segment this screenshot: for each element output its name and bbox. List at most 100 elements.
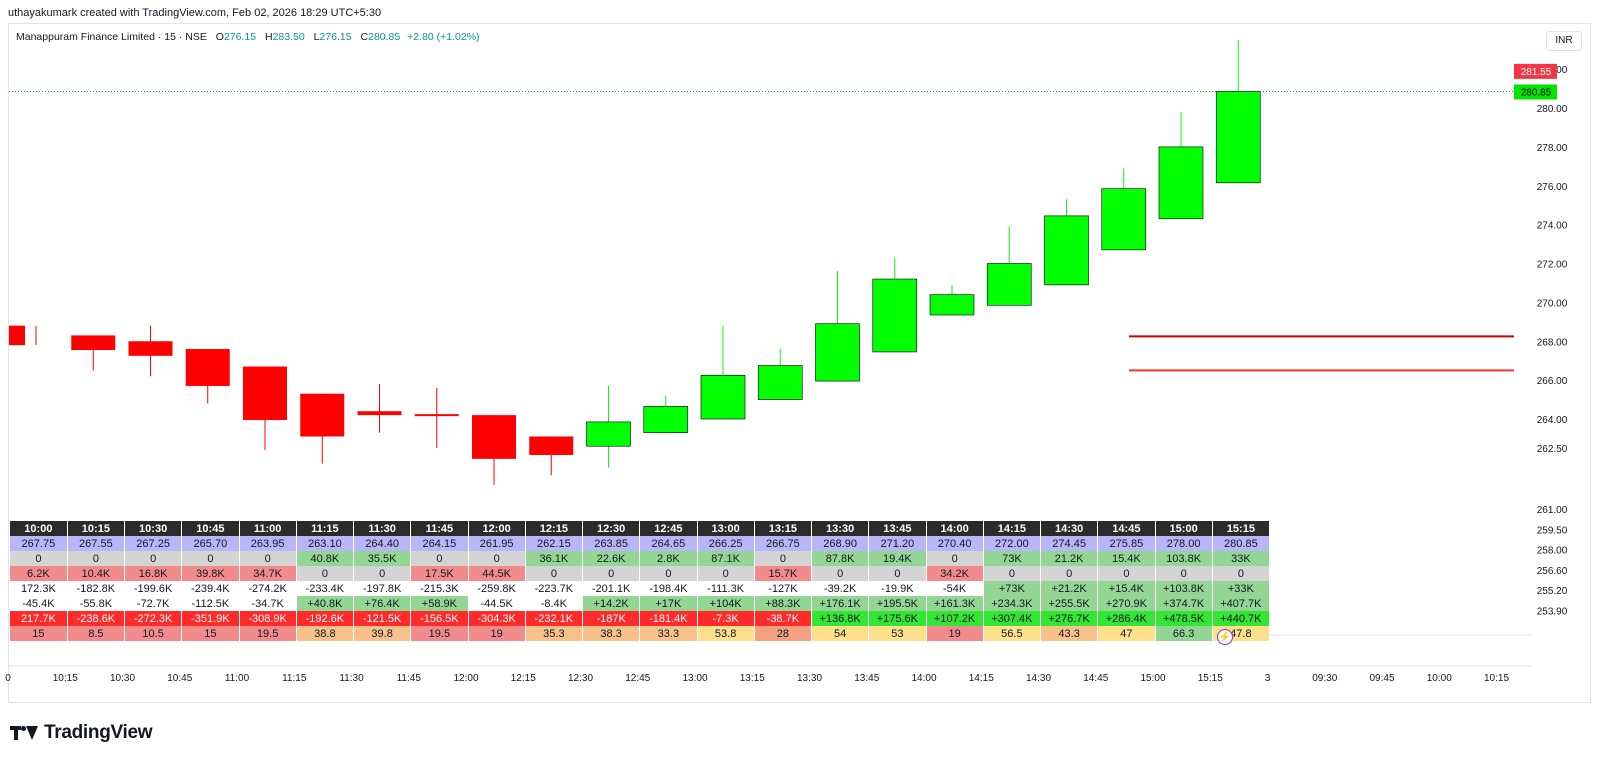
table-cell: 0	[1097, 566, 1156, 581]
table-cell: -308.9K	[239, 611, 297, 626]
table-cell: +407.7K	[1212, 596, 1271, 611]
table-cell: 0	[811, 566, 870, 581]
table-cell: -38.7K	[754, 611, 813, 626]
table-cell: +307.4K	[983, 611, 1042, 626]
candle-up	[872, 278, 918, 353]
price-label-bg	[1514, 63, 1557, 79]
table-cell: +107.2K	[926, 611, 984, 626]
table-cell: 0	[124, 551, 183, 566]
candle-up	[757, 365, 803, 400]
x-tick-label: 10:00	[1427, 673, 1452, 684]
symbol-legend: Manappuram Finance Limited · 15 · NSE O 2…	[16, 31, 480, 43]
table-cell: +255.5K	[1040, 596, 1099, 611]
table-cell: +374.7K	[1155, 596, 1213, 611]
table-cell: +21.2K	[1040, 581, 1099, 596]
table-cell: -215.3K	[410, 581, 469, 596]
table-cell: 43.3	[1040, 626, 1099, 641]
table-cell: 73K	[983, 551, 1042, 566]
legend-open-label: O	[215, 31, 224, 43]
tradingview-logo[interactable]: TradingView	[10, 722, 153, 744]
table-cell: 10.5	[124, 626, 183, 641]
table-cell: -198.4K	[639, 581, 698, 596]
table-cell: -127K	[754, 581, 813, 596]
table-cell: 280.85	[1212, 536, 1271, 551]
table-row-close: 267.75 267.55 267.25 265.70 263.95 263.10 264.…	[10, 536, 1271, 551]
table-cell: -232.1K	[525, 611, 584, 626]
table-header-cell: 11:30	[353, 521, 412, 536]
table-cell: 0	[67, 551, 126, 566]
table-header-cell: 14:00	[926, 521, 984, 536]
table-cell: 40.8K	[296, 551, 355, 566]
x-tick-label: 14:15	[969, 673, 994, 684]
table-cell: 217.7K	[10, 611, 68, 626]
table-cell: -223.7K	[525, 581, 584, 596]
legend-close: 280.85	[368, 31, 401, 43]
y-tick-label: 270.00	[1537, 298, 1568, 309]
table-cell: 0	[754, 551, 813, 566]
y-tick-label: 272.00	[1537, 260, 1568, 271]
table-cell: -182.8K	[67, 581, 126, 596]
x-tick-label: 15:15	[1198, 673, 1223, 684]
legend-high-label: H	[264, 31, 273, 43]
x-tick-label: 13:00	[682, 673, 707, 684]
table-cell: 6.2K	[10, 566, 68, 581]
chart-frame	[8, 23, 1591, 703]
candle-up	[700, 374, 746, 420]
table-cell: -272.3K	[124, 611, 183, 626]
table-cell: 2.8K	[639, 551, 698, 566]
x-tick-label: 13:15	[740, 673, 765, 684]
table-header-cell: 11:15	[296, 521, 355, 536]
y-tick-label: 264.00	[1537, 415, 1568, 426]
table-cell: 0	[582, 566, 641, 581]
table-cell: 262.15	[525, 536, 584, 551]
table-cell: 35.3	[525, 626, 584, 641]
table-header-cell: 13:45	[868, 521, 927, 536]
table-cell: -238.6K	[67, 611, 126, 626]
candle-up	[643, 406, 689, 433]
candle-up	[1158, 146, 1204, 220]
table-cell: 275.85	[1097, 536, 1156, 551]
table-cell: +103.8K	[1155, 581, 1213, 596]
table-cell: +73K	[983, 581, 1042, 596]
price-label: 280.85	[1521, 87, 1552, 98]
table-cell: -239.4K	[181, 581, 240, 596]
table-cell: 0	[1040, 566, 1099, 581]
table-cell: 15	[181, 626, 240, 641]
table-cell: 15	[10, 626, 68, 641]
y-tick-label: 255.20	[1537, 586, 1568, 597]
y-tick-label: 274.00	[1537, 221, 1568, 232]
currency-button[interactable]: INR	[1546, 31, 1582, 51]
table-header-cell: 15:00	[1155, 521, 1213, 536]
table-cell: 66.3	[1155, 626, 1213, 641]
table-header-cell: 13:00	[697, 521, 755, 536]
table-cell: 0	[697, 566, 755, 581]
table-header-cell: 10:30	[124, 521, 183, 536]
legend-low: 276.15	[319, 31, 352, 43]
lightning-icon[interactable]: ⚡	[1217, 629, 1233, 645]
table-cell: -351.9K	[181, 611, 240, 626]
table-cell: +270.9K	[1097, 596, 1156, 611]
table-cell: 266.75	[754, 536, 813, 551]
table-cell: 0	[296, 566, 355, 581]
table-header-cell: 14:15	[983, 521, 1042, 536]
x-tick-label: 12:00	[453, 673, 478, 684]
table-cell: 0	[1155, 566, 1213, 581]
legend-symbol[interactable]: Manappuram Finance Limited · 15 · NSE	[16, 31, 207, 43]
x-tick-label: 3	[1265, 673, 1271, 684]
table-cell: -19.9K	[868, 581, 927, 596]
candle-up	[815, 323, 860, 382]
tradingview-logo-icon	[10, 726, 38, 740]
table-cell: -201.1K	[582, 581, 641, 596]
table-cell: 33.3	[639, 626, 698, 641]
table-cell: 267.25	[124, 536, 183, 551]
table-cell: +58.9K	[410, 596, 469, 611]
x-tick-label: 09:45	[1369, 673, 1394, 684]
table-cell: 16.8K	[124, 566, 183, 581]
candle-up	[1044, 215, 1089, 286]
table-cell: 10.4K	[67, 566, 126, 581]
table-cell: 22.6K	[582, 551, 641, 566]
table-cell: 0	[239, 551, 297, 566]
table-row-buy-volume: 0 0 0 0 0 40.8K 35.5K 0 0 36.1K 22.6K 2.8K 87.1K 0 87.…	[10, 551, 1271, 566]
table-cell: 0	[1212, 566, 1271, 581]
